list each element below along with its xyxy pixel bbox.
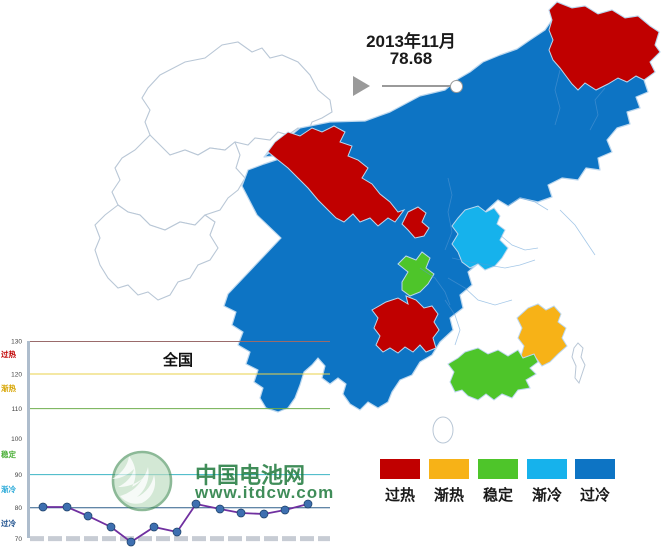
svg-text:130: 130: [11, 339, 22, 346]
svg-text:渐热: 渐热: [1, 383, 16, 393]
svg-text:80: 80: [15, 505, 23, 512]
svg-text:过冷: 过冷: [1, 518, 16, 528]
svg-text:90: 90: [15, 472, 23, 479]
svg-text:渐冷: 渐冷: [1, 484, 16, 494]
svg-text:120: 120: [11, 372, 22, 379]
svg-text:100: 100: [11, 436, 22, 443]
svg-text:过热: 过热: [1, 349, 16, 359]
svg-text:全国: 全国: [162, 351, 193, 369]
svg-text:110: 110: [12, 406, 23, 413]
svg-text:稳定: 稳定: [1, 449, 16, 459]
svg-text:70: 70: [15, 536, 23, 543]
